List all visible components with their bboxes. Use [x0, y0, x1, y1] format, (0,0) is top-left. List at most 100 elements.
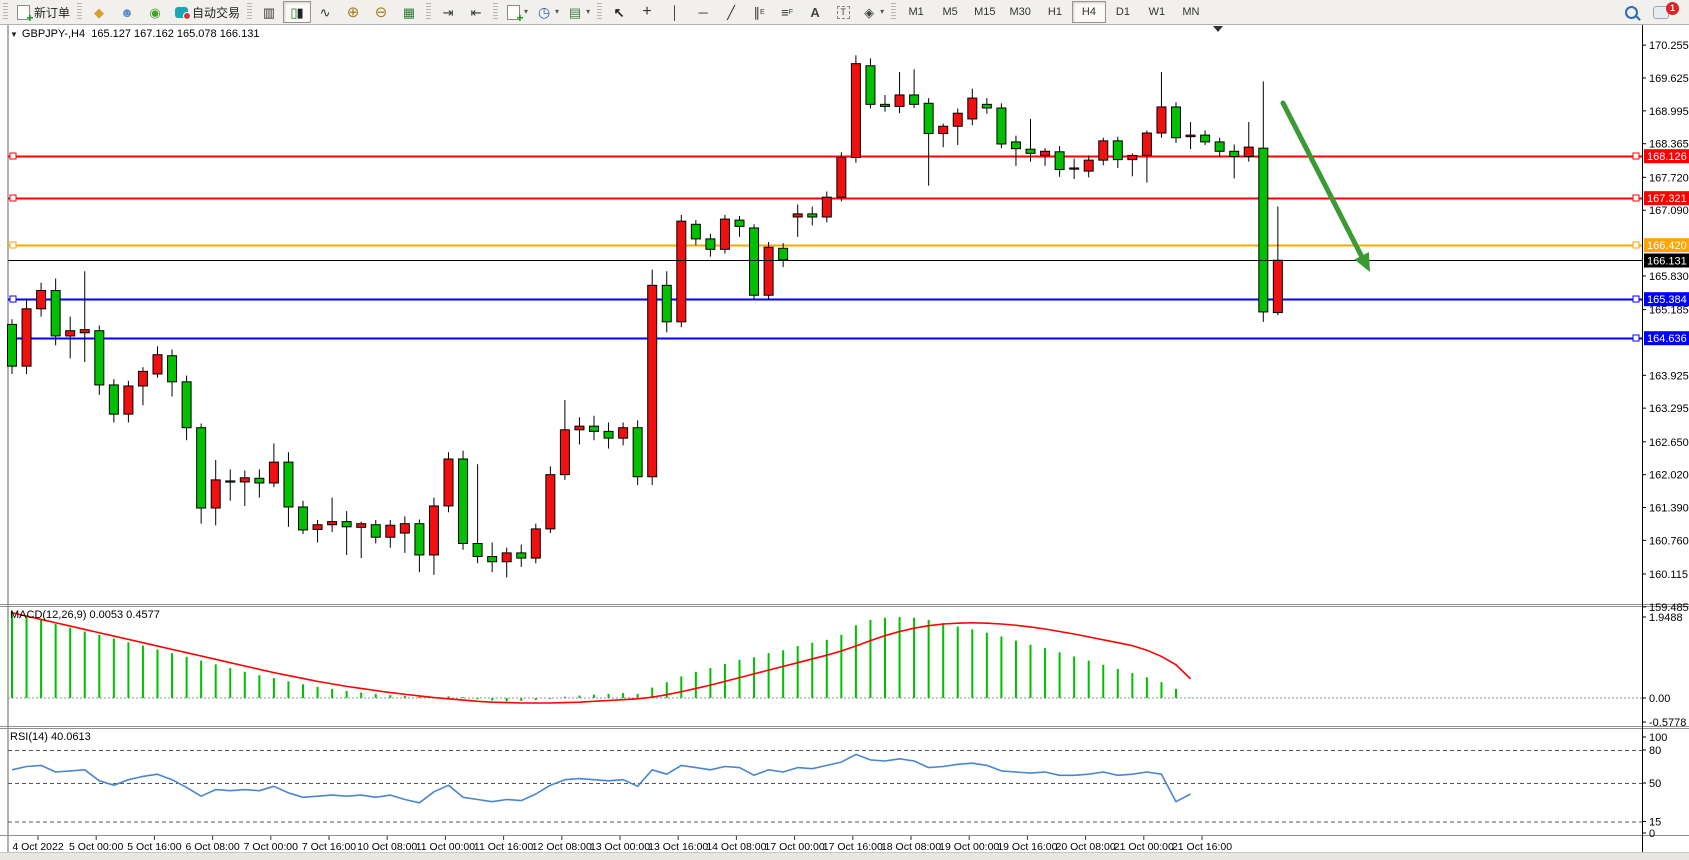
- line-handle[interactable]: [1632, 194, 1640, 202]
- arrows-tool-button[interactable]: ▾: [857, 1, 888, 23]
- macd-panel: [8, 611, 1642, 704]
- timeframe-w1[interactable]: W1: [1148, 6, 1166, 18]
- line-handle[interactable]: [9, 194, 17, 202]
- candle-body: [1025, 148, 1036, 154]
- line-handle[interactable]: [9, 152, 17, 160]
- candle-body: [254, 477, 265, 484]
- templates-button[interactable]: ▾: [563, 1, 594, 23]
- toolbar-grip[interactable]: [247, 3, 253, 21]
- zoom-in-icon: [345, 4, 361, 20]
- text-tool-button[interactable]: [801, 1, 829, 23]
- status-bar: [0, 852, 1689, 860]
- line-handle[interactable]: [1632, 241, 1640, 249]
- price-axis-label: 162.020: [1649, 470, 1689, 482]
- timeframe-d1[interactable]: D1: [1115, 6, 1130, 18]
- candle-body: [370, 524, 381, 538]
- candle-body: [298, 506, 308, 531]
- timeframe-h1[interactable]: H1: [1047, 6, 1062, 18]
- toolbar-grip[interactable]: [77, 3, 83, 21]
- trendline-tool-button[interactable]: [717, 1, 745, 23]
- bar-chart-button[interactable]: [255, 1, 283, 23]
- line-handle[interactable]: [1632, 295, 1640, 303]
- trendline-icon: [723, 4, 739, 20]
- date-axis-label: 6 Oct 08:00: [185, 841, 239, 853]
- toolbar-grip[interactable]: [493, 3, 499, 21]
- auto-scroll-button[interactable]: [434, 1, 462, 23]
- candle-body: [225, 480, 236, 483]
- price-axis-label: 168.365: [1649, 139, 1689, 151]
- equidistant-channel-button[interactable]: [745, 1, 773, 23]
- new-chart-icon: [506, 4, 524, 24]
- zoom-out-button[interactable]: [367, 1, 395, 23]
- chevron-down-icon: ▾: [555, 7, 560, 16]
- vertical-line-icon: [667, 4, 683, 20]
- chevron-down-icon[interactable]: ▼: [10, 30, 18, 39]
- candle-body: [647, 284, 658, 478]
- timeframe-m30[interactable]: M30: [1009, 6, 1031, 18]
- channel-icon: [751, 4, 767, 20]
- candle-body: [618, 427, 629, 439]
- cursor-tool-button[interactable]: [605, 1, 633, 23]
- chat-button[interactable]: 1: [1649, 1, 1683, 23]
- search-button[interactable]: [1617, 1, 1645, 23]
- profile-button[interactable]: [113, 1, 141, 23]
- fibonacci-tool-button[interactable]: [773, 1, 801, 23]
- clock-icon: [536, 4, 552, 20]
- candle-body: [1272, 259, 1283, 314]
- date-axis-label: 20 Oct 08:00: [1056, 841, 1116, 853]
- signals-button[interactable]: [141, 1, 169, 23]
- candle-body: [356, 523, 367, 528]
- candle-body: [1010, 141, 1021, 150]
- crosshair-tool-button[interactable]: [633, 1, 661, 23]
- vertical-line-tool-button[interactable]: [661, 1, 689, 23]
- auto-trading-button[interactable]: 自动交易: [169, 1, 244, 23]
- chart-shift-marker[interactable]: [1213, 26, 1223, 32]
- candle-body: [967, 97, 978, 120]
- candle-body: [1083, 159, 1094, 172]
- toolbar-grip[interactable]: [891, 3, 897, 21]
- candle-body: [472, 542, 483, 558]
- line-chart-button[interactable]: [311, 1, 339, 23]
- new-order-button[interactable]: 新订单: [11, 1, 74, 24]
- signal-icon: [147, 4, 163, 20]
- tile-windows-button[interactable]: [395, 1, 423, 23]
- toolbar-grip[interactable]: [426, 3, 432, 21]
- timeframe-h4[interactable]: H4: [1071, 1, 1106, 23]
- drawn-arrow[interactable]: [1280, 100, 1370, 272]
- chart-shift-button[interactable]: [462, 1, 490, 23]
- text-label-tool-button[interactable]: T: [829, 1, 857, 23]
- candle-body: [952, 112, 963, 127]
- tile-windows-icon: [401, 4, 417, 20]
- zoom-in-button[interactable]: [339, 1, 367, 23]
- timeframe-m1[interactable]: M1: [908, 6, 924, 18]
- candle-body: [938, 125, 949, 135]
- timeframe-m5[interactable]: M5: [942, 6, 958, 18]
- horizontal-line-tool-button[interactable]: [689, 1, 717, 23]
- timeframe-mn[interactable]: MN: [1182, 6, 1200, 18]
- toolbar-grip[interactable]: [3, 3, 8, 21]
- timeframe-m15[interactable]: M15: [974, 6, 996, 18]
- line-handle[interactable]: [1632, 334, 1640, 342]
- candle-body: [981, 103, 992, 109]
- date-axis[interactable]: 4 Oct 2022 5 Oct 00:00 5 Oct 16:00 6 Oct 08…: [12, 836, 1232, 853]
- chart-shift-icon: [468, 4, 484, 20]
- line-handle[interactable]: [1632, 152, 1640, 160]
- price-axis[interactable]: 170.255 169.625 168.995 168.365 167.720 167.0…: [1642, 24, 1689, 852]
- price-axis-label: 163.925: [1649, 370, 1689, 382]
- toolbar-grip[interactable]: [597, 3, 603, 21]
- candlestick-chart-button[interactable]: [283, 1, 312, 23]
- periods-button[interactable]: ▾: [532, 1, 563, 23]
- line-handle[interactable]: [9, 295, 17, 303]
- candle-body: [239, 477, 250, 483]
- line-handle[interactable]: [9, 241, 17, 249]
- new-order-icon: [16, 4, 34, 24]
- date-axis-label: 11 Oct 16:00: [474, 841, 534, 853]
- new-chart-button[interactable]: ▾: [501, 1, 532, 24]
- candle-body: [1069, 167, 1080, 170]
- date-axis-label: 21 Oct 00:00: [1114, 841, 1174, 853]
- price-axis-label: 160.115: [1649, 569, 1688, 581]
- market-watch-button[interactable]: [85, 1, 113, 23]
- candle-body: [1054, 151, 1065, 171]
